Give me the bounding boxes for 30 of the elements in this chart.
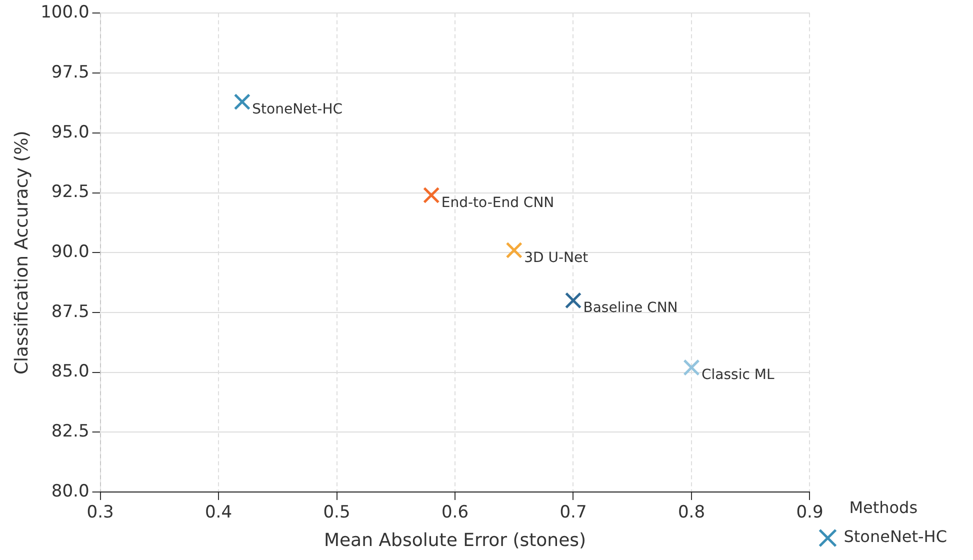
annotation: End-to-End CNN xyxy=(441,194,554,211)
legend-title: Methods xyxy=(849,498,918,517)
y-tick-label: 95.0 xyxy=(51,122,90,142)
annotation: 3D U-Net xyxy=(524,250,589,266)
y-tick-label: 85.0 xyxy=(51,362,90,382)
y-tick-label: 80.0 xyxy=(51,481,90,502)
y-tick-label: 92.5 xyxy=(51,182,90,202)
x-tick-label: 0.9 xyxy=(796,502,824,523)
annotation: StoneNet-HC xyxy=(252,101,343,118)
point xyxy=(564,292,582,309)
point xyxy=(506,242,522,259)
y-tick-label: 100.0 xyxy=(40,2,90,23)
y-tick-label: 82.5 xyxy=(51,422,90,442)
annotation: Baseline CNN xyxy=(583,300,678,316)
y-tick-label: 87.5 xyxy=(51,302,90,322)
point xyxy=(423,186,440,204)
point xyxy=(234,93,250,110)
x-tick-label: 0.6 xyxy=(441,502,469,523)
legend-label: StoneNet-HC xyxy=(844,527,947,546)
x-tick-label: 0.8 xyxy=(678,502,706,523)
y-tick-label: 90.0 xyxy=(51,242,90,262)
annotation: Classic ML xyxy=(701,367,774,384)
x-tick-label: 0.7 xyxy=(560,502,587,523)
x-tick-label: 0.5 xyxy=(323,502,350,523)
point xyxy=(683,359,700,376)
x-tick-label: 0.3 xyxy=(86,502,114,523)
y-tick-label: 97.5 xyxy=(51,62,90,82)
x-tick-label: 0.4 xyxy=(204,502,232,523)
y-axis-title: Classification Accuracy (%) xyxy=(11,130,32,375)
x-axis-title: Mean Absolute Error (stones) xyxy=(324,530,586,551)
